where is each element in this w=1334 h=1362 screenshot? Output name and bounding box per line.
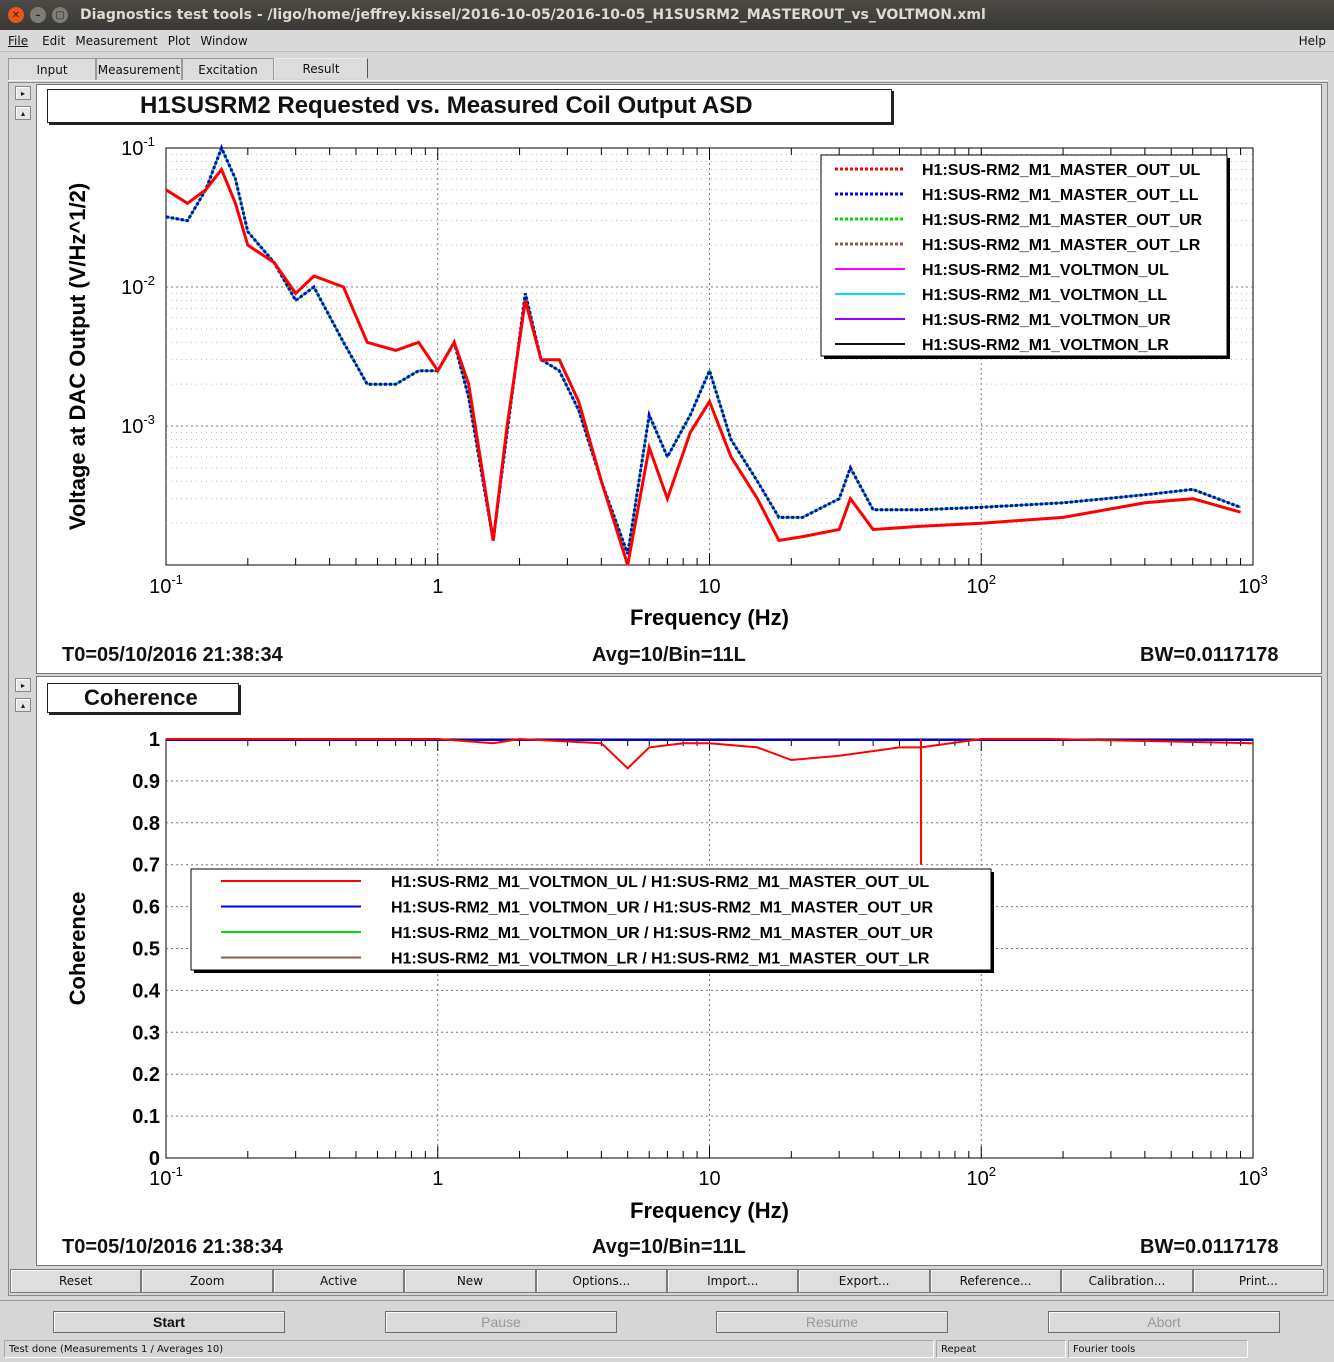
coh-info-bw: BW=0.0117178 (1140, 1236, 1279, 1258)
coh-x-tick-label: 1 (432, 1168, 443, 1190)
pad2-expand-icon[interactable]: ▸ (15, 678, 31, 692)
asd-x-tick-label: 10 (698, 576, 720, 598)
coherence-chart: 10-1 1 10 102 103 0 0.1 0.2 0.3 0.4 0.5 0.6 0.7 0.8 0.… (65, 729, 1268, 1223)
asd-legend-entry: H1:SUS-RM2_M1_VOLTMON_LR (922, 337, 1169, 354)
coh-y-tick-label: 0.6 (132, 897, 160, 919)
asd-legend-entry: H1:SUS-RM2_M1_VOLTMON_UR (922, 312, 1171, 329)
divider (0, 1300, 1334, 1301)
pad1-collapse-icon[interactable]: ▴ (15, 106, 31, 120)
status-repeat: Repeat (936, 1340, 1066, 1358)
abort-button[interactable]: Abort (1048, 1311, 1280, 1333)
coh-legend-entry: H1:SUS-RM2_M1_VOLTMON_UR / H1:SUS-RM2_M1… (391, 925, 933, 942)
menu-window[interactable]: Window (200, 33, 248, 48)
status-bar: Test done (Measurements 1 / Averages 10)… (0, 1340, 1334, 1360)
tab-excitation[interactable]: Excitation (182, 58, 274, 80)
start-button[interactable]: Start (53, 1311, 285, 1333)
tab-measurement[interactable]: Measurement (96, 58, 182, 80)
coh-legend-entry: H1:SUS-RM2_M1_VOLTMON_UR / H1:SUS-RM2_M1… (391, 900, 933, 917)
print-button[interactable]: Print... (1192, 1269, 1325, 1293)
asd-legend-entry: H1:SUS-RM2_M1_MASTER_OUT_UL (922, 162, 1200, 179)
asd-legend-entry: H1:SUS-RM2_M1_MASTER_OUT_LL (922, 187, 1199, 204)
pad2-collapse-icon[interactable]: ▴ (15, 698, 31, 712)
pad1-expand-icon[interactable]: ▸ (15, 86, 31, 100)
plot-button-row: Reset Zoom Active New Options... Import.… (10, 1269, 1325, 1293)
status-fourier: Fourier tools (1068, 1340, 1248, 1358)
close-window-icon[interactable]: ✕ (8, 7, 24, 23)
asd-info-t0: T0=05/10/2016 21:38:34 (62, 644, 283, 666)
asd-y-axis-label: Voltage at DAC Output (V/Hz^1/2) (65, 183, 90, 530)
asd-x-tick-label: 10-1 (149, 572, 183, 598)
coh-x-axis-label: Frequency (Hz) (630, 1198, 789, 1223)
asd-x-tick-label: 102 (967, 572, 996, 598)
coh-y-tick-label: 0.5 (132, 939, 160, 961)
reset-button[interactable]: Reset (10, 1269, 142, 1293)
asd-plot-title: H1SUSRM2 Requested vs. Measured Coil Out… (47, 89, 892, 123)
coh-x-tick-label: 102 (967, 1164, 996, 1190)
coh-legend-entry: H1:SUS-RM2_M1_VOLTMON_UL / H1:SUS-RM2_M1… (391, 874, 929, 891)
new-button[interactable]: New (404, 1269, 536, 1293)
coh-y-axis-label: Coherence (65, 892, 90, 1006)
coh-y-tick-label: 0.2 (132, 1064, 160, 1086)
coh-y-tick-label: 0.4 (132, 980, 161, 1002)
asd-x-tick-label: 1 (432, 576, 443, 598)
asd-legend-entry: H1:SUS-RM2_M1_VOLTMON_UL (922, 262, 1169, 279)
coh-x-tick-label: 10 (698, 1168, 720, 1190)
window-title: Diagnostics test tools - /ligo/home/jeff… (80, 7, 986, 23)
coh-info-avg: Avg=10/Bin=11L (592, 1236, 746, 1258)
reference-button[interactable]: Reference... (929, 1269, 1062, 1293)
menu-edit[interactable]: Edit (42, 33, 66, 48)
coh-x-tick-label: 10-1 (149, 1164, 183, 1190)
tab-input[interactable]: Input (8, 58, 96, 80)
pause-button[interactable]: Pause (385, 1311, 617, 1333)
import-button[interactable]: Import... (667, 1269, 799, 1293)
calibration-button[interactable]: Calibration... (1061, 1269, 1193, 1293)
coh-y-tick-label: 0 (149, 1148, 160, 1170)
coh-series-line (166, 737, 1254, 770)
coherence-plot-pad[interactable]: 10-1 1 10 102 103 0 0.1 0.2 0.3 0.4 0.5 0.6 0.7 0.8 0.… (36, 676, 1322, 1266)
coh-legend (190, 868, 992, 971)
asd-legend (820, 154, 1228, 357)
coherence-plot-title: Coherence (47, 683, 239, 713)
asd-legend-entry: H1:SUS-RM2_M1_MASTER_OUT_LR (922, 237, 1201, 254)
asd-y-tick-label: 10-2 (121, 273, 155, 299)
resume-button[interactable]: Resume (716, 1311, 948, 1333)
menu-plot[interactable]: Plot (167, 33, 191, 48)
asd-info-avg: Avg=10/Bin=11L (592, 644, 746, 666)
asd-y-tick-label: 10-3 (121, 412, 155, 438)
asd-plot-pad[interactable]: 10-1 1 10 102 103 10-3 10-2 10-1 Frequency (Hz) V… (36, 84, 1322, 674)
asd-x-axis-label: Frequency (Hz) (630, 605, 789, 630)
zoom-button[interactable]: Zoom (141, 1269, 273, 1293)
coh-y-tick-label: 0.1 (132, 1106, 160, 1128)
asd-series-line (165, 144, 1242, 555)
tab-bar: Input Measurement Excitation Result (8, 58, 368, 80)
coh-y-tick-label: 0.9 (132, 771, 160, 793)
asd-legend-entry: H1:SUS-RM2_M1_MASTER_OUT_UR (922, 212, 1202, 229)
asd-series-line (165, 166, 1242, 566)
coh-x-tick-label: 103 (1238, 1164, 1267, 1190)
menu-file[interactable]: File (8, 33, 29, 48)
maximize-window-icon[interactable]: ▢ (52, 7, 68, 23)
menu-measurement[interactable]: Measurement (75, 33, 158, 48)
coh-legend-entry: H1:SUS-RM2_M1_VOLTMON_LR / H1:SUS-RM2_M1… (391, 951, 930, 968)
window-title-bar: ✕ – ▢ Diagnostics test tools - /ligo/hom… (0, 0, 1334, 30)
options-button[interactable]: Options... (535, 1269, 668, 1293)
menu-help[interactable]: Help (1298, 33, 1326, 48)
active-button[interactable]: Active (272, 1269, 405, 1293)
coh-info-t0: T0=05/10/2016 21:38:34 (62, 1236, 283, 1258)
asd-x-tick-label: 103 (1238, 572, 1267, 598)
minimize-window-icon[interactable]: – (30, 7, 46, 23)
coh-y-tick-label: 0.7 (132, 855, 160, 877)
export-button[interactable]: Export... (798, 1269, 930, 1293)
coh-y-tick-label: 0.3 (132, 1022, 160, 1044)
tab-divider (8, 80, 1328, 81)
status-message: Test done (Measurements 1 / Averages 10) (4, 1340, 934, 1358)
asd-legend-entry: H1:SUS-RM2_M1_VOLTMON_LL (922, 287, 1167, 304)
menu-bar: File Edit Measurement Plot Window Help (0, 30, 1334, 52)
asd-y-tick-label: 10-1 (121, 134, 155, 160)
coh-y-tick-label: 0.8 (132, 813, 160, 835)
asd-info-bw: BW=0.0117178 (1140, 644, 1279, 666)
coh-y-tick-label: 1 (149, 729, 160, 751)
tab-result[interactable]: Result (274, 58, 368, 78)
asd-chart: 10-1 1 10 102 103 10-3 10-2 10-1 Frequency (Hz) V… (65, 134, 1268, 630)
